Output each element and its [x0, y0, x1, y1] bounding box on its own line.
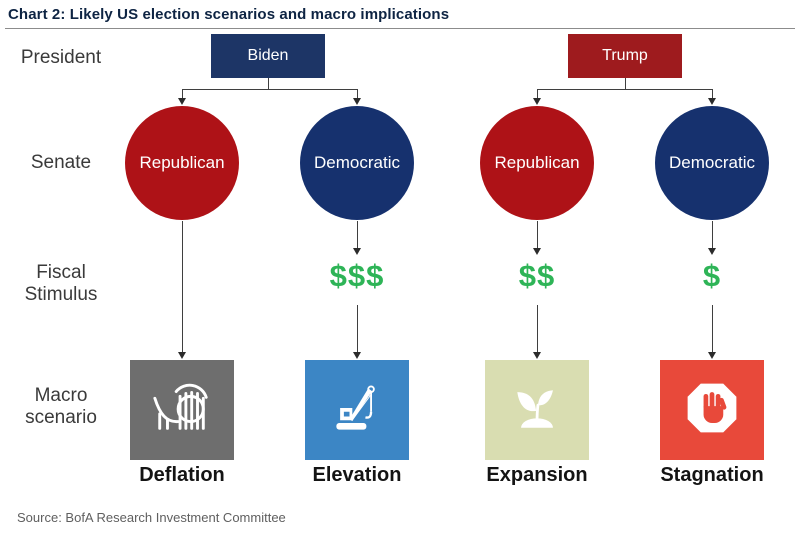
- arrowhead: [353, 248, 361, 255]
- row-label-senate: Senate: [30, 152, 92, 173]
- connector-line: [537, 221, 538, 249]
- macro-box-elevation: [305, 360, 409, 460]
- senate-label: Democratic: [314, 153, 400, 172]
- arrowhead: [178, 98, 186, 105]
- senate-label: Republican: [494, 153, 580, 172]
- president-label: Trump: [602, 47, 648, 64]
- macro-label-stagnation: Stagnation: [660, 464, 764, 486]
- arrowhead: [353, 352, 361, 359]
- senate-node-republican-2: Republican: [480, 106, 594, 220]
- macro-box-stagnation: [660, 360, 764, 460]
- president-label: Biden: [247, 47, 289, 64]
- stimulus-value-1: [122, 252, 242, 300]
- macro-label-expansion: Expansion: [486, 464, 588, 486]
- stimulus-value-4: $: [702, 258, 722, 293]
- arrowhead: [533, 352, 541, 359]
- president-node-trump: Trump: [568, 34, 682, 78]
- arrowhead: [708, 98, 716, 105]
- senate-label: Republican: [139, 153, 225, 172]
- chart-title: Chart 2: Likely US election scenarios an…: [8, 6, 450, 23]
- arrowhead: [178, 352, 186, 359]
- row-label-president: President: [20, 47, 102, 68]
- senate-node-democratic-1: Democratic: [300, 106, 414, 220]
- connector-line: [537, 89, 713, 90]
- macro-box-deflation: [130, 360, 234, 460]
- senate-node-democratic-2: Democratic: [655, 106, 769, 220]
- arrowhead: [708, 248, 716, 255]
- macro-box-expansion: [485, 360, 589, 460]
- connector-line: [625, 78, 626, 89]
- stimulus-value-2: $$$: [329, 258, 385, 293]
- connector-line: [712, 221, 713, 249]
- macro-label-elevation: Elevation: [312, 464, 402, 486]
- senate-label: Democratic: [669, 153, 755, 172]
- connector-line: [182, 89, 183, 99]
- connector-line: [182, 221, 183, 353]
- connector-line: [712, 89, 713, 99]
- crane-icon: [327, 378, 387, 443]
- row-label-fiscal-stimulus: Fiscal Stimulus: [24, 262, 98, 306]
- title-underline: [5, 28, 795, 29]
- connector-line: [537, 89, 538, 99]
- macro-label-deflation: Deflation: [139, 464, 225, 486]
- connector-line: [712, 305, 713, 353]
- connector-line: [357, 89, 358, 99]
- rollercoaster-icon: [151, 377, 213, 444]
- arrowhead: [708, 352, 716, 359]
- row-label-macro-scenario: Macro scenario: [25, 385, 97, 429]
- stimulus-value-3: $$: [518, 258, 556, 293]
- senate-node-republican-1: Republican: [125, 106, 239, 220]
- connector-line: [357, 305, 358, 353]
- arrowhead: [533, 98, 541, 105]
- sprout-icon: [507, 378, 567, 443]
- connector-line: [182, 89, 358, 90]
- president-node-biden: Biden: [211, 34, 325, 78]
- source-attribution: Source: BofA Research Investment Committ…: [17, 510, 286, 525]
- stop-hand-icon: [682, 378, 742, 443]
- connector-line: [357, 221, 358, 249]
- arrowhead: [533, 248, 541, 255]
- arrowhead: [353, 98, 361, 105]
- connector-line: [268, 78, 269, 89]
- connector-line: [537, 305, 538, 353]
